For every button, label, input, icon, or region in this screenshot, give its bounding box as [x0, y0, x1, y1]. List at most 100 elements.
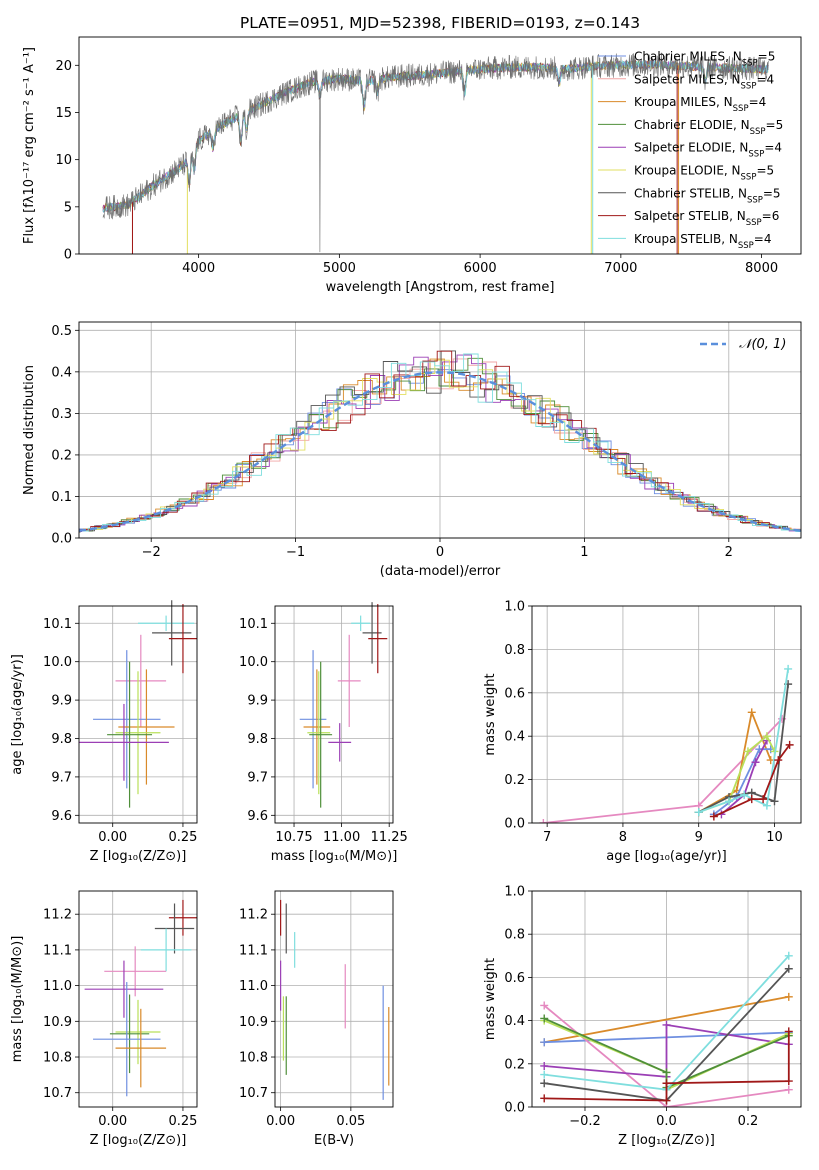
series-marker: [747, 708, 756, 717]
series-marker: [740, 790, 749, 799]
tick-label-y: 1.0: [504, 885, 525, 900]
errorbar-point: [154, 903, 195, 954]
spectrum-lines: [102, 52, 769, 254]
legend-entry: 𝒩(0, 1): [739, 337, 786, 352]
tick-label-y: 9.9: [247, 694, 268, 709]
errorbar-point: [93, 650, 161, 789]
legend-val: =4: [756, 72, 774, 86]
tick-label-y: 10.8: [239, 1051, 268, 1066]
legend-entry: Salpeter MILES, NSSP=4: [634, 72, 774, 91]
errorbar-point: [152, 600, 192, 666]
series-marker: [774, 756, 783, 765]
tick-label-x: 7000: [604, 261, 637, 276]
y-axis-label: mass [log₁₀(M/M⊙)]: [10, 936, 25, 1063]
legend-val: =4: [749, 95, 767, 109]
errorbar-point: [368, 604, 388, 674]
series-marker: [662, 1096, 671, 1105]
series-line: [713, 748, 771, 816]
series-marker: [694, 808, 703, 817]
tick-label-y: 10.7: [43, 1086, 72, 1101]
legend-text: Salpeter MILES, N: [634, 72, 741, 86]
legend-sub: SSP: [741, 81, 757, 91]
panel-weight_vs_Z: −0.2 0.0 0.2 0.0 0.2 0.4 0.6 0.8 1.0 Z [log₁₀(Z/Z…: [483, 885, 802, 1148]
panel-mass_vs_ebv: 0.00 0.05 10.7 10.8 10.9 11.0 11.1 11.2 E(B-V): [239, 890, 394, 1148]
legend-text: Kroupa STELIB, N: [634, 232, 738, 246]
tick-label-y: 10.8: [43, 1051, 72, 1066]
weight-lines: [540, 951, 793, 1107]
tick-label-y: 9.8: [247, 732, 268, 747]
legend-entry: Chabrier MILES, NSSP=5: [634, 50, 775, 69]
errorbar-point: [168, 899, 197, 936]
tick-label-y: 0.3: [51, 407, 72, 422]
tick-label-x: 0.00: [266, 1114, 295, 1129]
tick-label-y: 20: [55, 59, 72, 74]
panel-age_vs_mass: 10.75 11.00 11.25 9.6 9.7 9.8 9.9 10.0 10.1 mass …: [239, 602, 408, 864]
tick-label-y: 9.6: [51, 809, 72, 824]
panel-weight_vs_age: 7 8 9 10 0.0 0.2 0.4 0.6 0.8 1.0 age [log₁₀(age/yr…: [483, 600, 802, 864]
tick-label-y: 10.7: [239, 1086, 268, 1101]
legend-text: Chabrier MILES, N: [634, 50, 742, 64]
errorbar-point: [118, 669, 175, 785]
axes-frame: [531, 605, 802, 824]
data-line: [102, 52, 769, 253]
tick-label-y: 0: [64, 248, 72, 263]
tick-label-y: 0.2: [504, 1057, 525, 1072]
tick-label-y: 11.0: [239, 979, 268, 994]
tick-label-x: 1: [580, 545, 588, 560]
x-axis-label: wavelength [Angstrom, rest frame]: [326, 280, 555, 295]
legend-entry: Kroupa STELIB, NSSP=4: [634, 232, 772, 251]
tick-label-y: 10: [55, 153, 72, 168]
legend-text: Salpeter STELIB, N: [634, 209, 746, 223]
chart-title: PLATE=0951, MJD=52398, FIBERID=0193, z=0…: [240, 14, 640, 32]
tick-label-y: 0.2: [51, 448, 72, 463]
legend-entry: Chabrier STELIB, NSSP=5: [634, 186, 781, 205]
tick-label-x: −1: [286, 545, 305, 560]
tick-label-y: 11.2: [239, 908, 268, 923]
series-salpeter_stelib: [709, 740, 794, 821]
axes-frame: [78, 321, 802, 539]
tick-label-y: 15: [55, 106, 72, 121]
hist-salpeter_stelib: [79, 350, 801, 532]
tick-label-y: 9.7: [51, 770, 72, 785]
normal-curve: [79, 371, 801, 532]
series-line: [543, 718, 783, 823]
tick-label-x: 9: [695, 830, 703, 845]
y-axis-label: mass weight: [483, 673, 498, 755]
tick-label-x: 0.25: [168, 830, 197, 845]
tick-label-y: 0.0: [504, 1101, 525, 1116]
legend-sub: SSP: [738, 241, 754, 251]
legend-text: Chabrier ELODIE, N: [634, 118, 750, 132]
legend-entry: Kroupa ELODIE, NSSP=5: [634, 164, 774, 183]
tick-label-y: 0.1: [51, 490, 72, 505]
hist-salpeter_miles: [79, 358, 801, 532]
series-marker: [747, 795, 756, 804]
tick-label-x: 0.00: [98, 1114, 127, 1129]
tick-label-y: 11.2: [43, 908, 72, 923]
axes-frame: [78, 890, 198, 1108]
errorbar-point: [303, 669, 331, 785]
series-marker: [762, 732, 771, 741]
errorbar-point: [115, 671, 161, 795]
legend-sub: SSP: [733, 104, 749, 114]
tick-label-x: 7: [543, 830, 551, 845]
series-marker: [540, 1061, 549, 1070]
tick-label-x: 8: [619, 830, 627, 845]
tick-label-y: 5: [64, 200, 72, 215]
series-marker: [751, 758, 760, 767]
series-marker: [784, 1085, 793, 1094]
errorbar-point: [115, 999, 161, 1065]
errorbar-point: [107, 661, 153, 808]
axes-frame: [274, 605, 394, 824]
tick-label-x: 2: [725, 545, 733, 560]
legend-val: =6: [762, 209, 780, 223]
tick-label-x: 6000: [464, 261, 497, 276]
tick-label-x: −2: [142, 545, 161, 560]
series-marker: [784, 664, 793, 673]
tick-label-x: 11.00: [323, 830, 360, 845]
series-marker: [784, 992, 793, 1001]
errorbar-point: [84, 960, 164, 1018]
errorbar-point: [115, 634, 167, 727]
panel-residuals: −2 −1 0 1 2 0.0 0.1 0.2 0.3 0.4 0.5 (data-model)/er…: [22, 321, 802, 579]
